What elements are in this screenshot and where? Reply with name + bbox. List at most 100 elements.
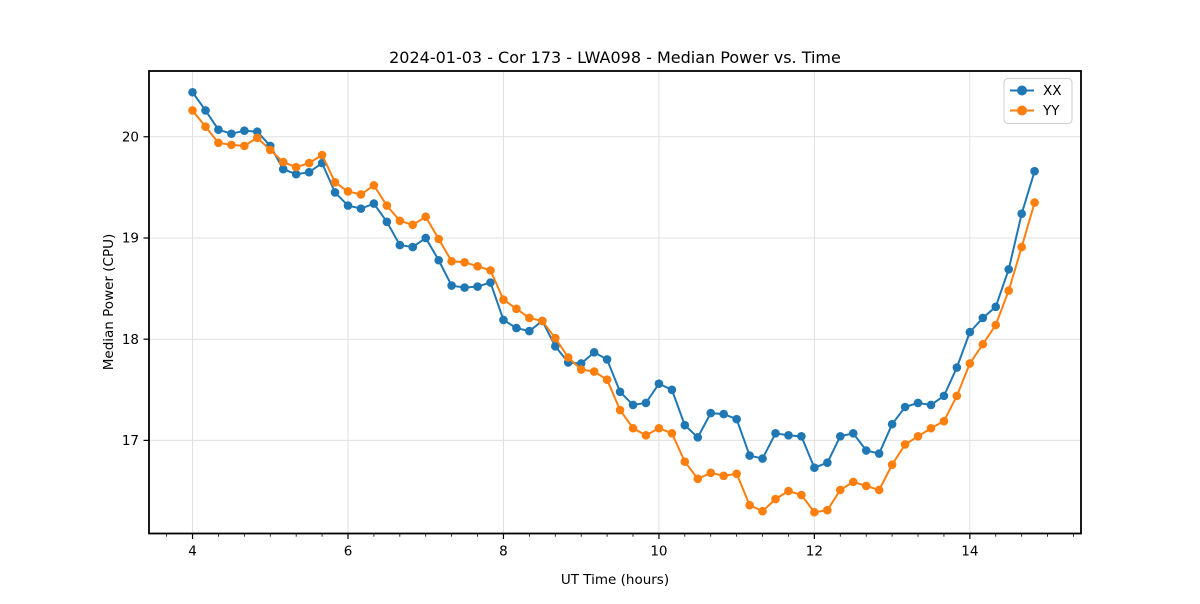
series-xx-marker <box>654 379 664 389</box>
axes-spines <box>148 70 1082 535</box>
series-xx-marker <box>525 326 534 336</box>
series-yy-marker <box>395 216 405 226</box>
series-yy-marker <box>900 440 910 449</box>
series-xx-marker <box>641 398 651 408</box>
series-xx-marker <box>1017 209 1026 218</box>
series-xx-marker <box>304 167 314 177</box>
series-yy-marker <box>408 220 418 230</box>
series-yy-marker <box>317 150 327 160</box>
series-xx-marker <box>188 87 197 97</box>
series-yy-marker <box>680 457 690 466</box>
series-yy-marker <box>201 122 210 131</box>
y-tick-label-19: 19 <box>122 231 139 247</box>
series-yy-marker <box>939 416 949 426</box>
series-xx-marker <box>421 233 431 243</box>
legend-entry-xx: XX <box>1010 83 1062 99</box>
series-xx-marker <box>252 127 262 137</box>
series-xx-marker <box>369 199 379 208</box>
axis-ticks-layer: 4 6 8 10 12 14 17 18 19 20 <box>122 129 1074 560</box>
series-xx-marker <box>343 201 353 210</box>
series-yy-marker <box>525 313 534 323</box>
series-yy-marker <box>499 295 508 305</box>
series-yy <box>188 106 1039 517</box>
series-yy-marker <box>628 423 638 433</box>
series-yy-marker <box>512 304 521 314</box>
series-yy-marker <box>434 234 444 244</box>
x-tick-label-8: 8 <box>499 544 508 560</box>
series-xx-marker <box>576 359 586 368</box>
series-yy-marker <box>602 375 612 384</box>
series-yy-marker <box>252 133 262 143</box>
legend-label-xx: XX <box>1043 83 1062 99</box>
series-yy-marker <box>797 490 806 500</box>
series-yy-marker <box>874 485 884 495</box>
series-xx-marker <box>615 387 625 397</box>
series-yy-marker <box>732 469 741 479</box>
series-yy-marker <box>758 506 767 516</box>
series-yy-marker <box>473 262 482 271</box>
series-yy-marker <box>486 266 495 275</box>
series-yy-marker <box>214 138 223 148</box>
series-yy-marker <box>304 158 314 168</box>
series-xx-marker <box>887 419 897 429</box>
series-yy-marker <box>227 140 236 150</box>
series-xx-marker <box>745 451 754 460</box>
series-yy-marker <box>913 432 923 441</box>
series-xx-marker <box>758 454 767 463</box>
series-xx-marker <box>926 400 936 410</box>
page-title: 2024-01-03 - Cor 173 - LWA098 - Median P… <box>389 48 841 67</box>
series-yy-marker <box>538 316 547 326</box>
series-xx-marker <box>835 432 845 441</box>
series-xx-marker <box>991 302 1001 312</box>
series-xx-marker <box>486 278 495 287</box>
series-xx-marker <box>771 429 780 438</box>
legend: XX YY <box>1003 78 1073 124</box>
series-xx-marker <box>408 242 418 252</box>
series-xx-marker <box>499 315 508 325</box>
series-yy-marker <box>291 162 301 172</box>
series-yy-marker <box>265 145 275 155</box>
series-yy-marker <box>421 212 431 222</box>
x-tick-label-12: 12 <box>806 544 823 560</box>
series-xx-marker <box>693 433 703 442</box>
series-xx-marker <box>1004 265 1014 274</box>
series-xx-marker <box>706 408 716 418</box>
series-xx-line <box>191 91 1036 470</box>
series-yy-marker <box>861 481 871 491</box>
series-xx-marker <box>732 414 741 424</box>
series-yy-marker <box>330 178 340 187</box>
series-xx-marker <box>952 363 962 372</box>
series-yy-marker <box>343 187 353 196</box>
series-xx-marker <box>330 188 340 197</box>
series-yy-marker <box>240 141 249 151</box>
series-xx-marker <box>874 449 884 458</box>
series-yy-marker <box>615 405 625 415</box>
series-yy-marker <box>460 257 469 267</box>
series-yy-marker <box>745 500 754 510</box>
series-xx-marker <box>460 283 469 292</box>
series-xx-marker <box>382 217 392 227</box>
series-yy-marker <box>978 339 988 349</box>
series-xx-marker <box>900 402 910 412</box>
x-tick-label-14: 14 <box>961 544 978 560</box>
series-xx-marker <box>512 323 521 333</box>
series-yy-marker <box>551 333 560 343</box>
series-xx-marker <box>719 409 728 419</box>
series-yy-marker <box>1030 198 1039 207</box>
series-xx-marker <box>965 327 975 337</box>
series-yy-marker <box>563 353 573 362</box>
series-xx-marker <box>797 432 806 441</box>
series-yy-marker <box>369 181 379 190</box>
series-xx-marker <box>395 240 405 250</box>
series-xx-marker <box>913 398 923 408</box>
series-xx-marker <box>201 106 210 115</box>
legend-marker-yy-icon <box>1017 105 1027 116</box>
y-axis-label: Median Power (CPU) <box>101 234 117 370</box>
series-yy-marker <box>706 468 716 478</box>
y-tick-label-17: 17 <box>122 433 139 449</box>
series-yy-marker <box>1017 242 1026 252</box>
series-xx-marker <box>667 385 677 395</box>
series-xx-marker <box>978 313 988 323</box>
series-yy-marker <box>835 485 845 495</box>
series-yy-marker <box>965 359 975 368</box>
